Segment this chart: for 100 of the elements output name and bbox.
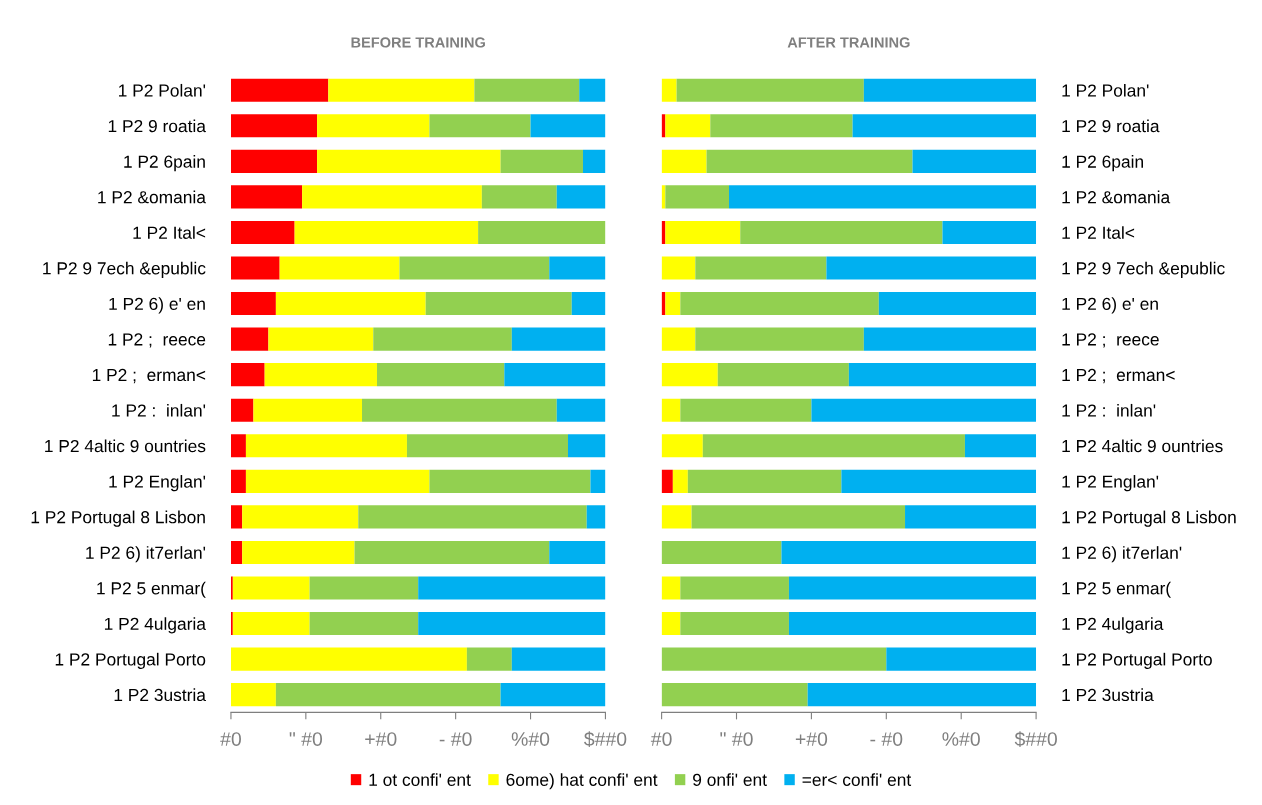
bar: [841, 469, 1037, 493]
bar: [680, 611, 789, 636]
y-tick-label: 1 P2 Portugal Porto: [55, 652, 206, 669]
text: #0: [220, 732, 241, 746]
y-tick-label: 1 P2 9 roatia: [1062, 119, 1160, 133]
bar: [661, 505, 692, 529]
bar: [781, 540, 1037, 564]
bar: [912, 149, 1037, 173]
bar: [230, 220, 295, 244]
bar: [729, 185, 1037, 209]
bar: [474, 78, 580, 102]
bar: [294, 220, 479, 244]
bar: [579, 78, 606, 102]
bar: [418, 576, 606, 600]
text: " #0: [720, 732, 753, 746]
y-tick-label: 1 P2 6pain: [1062, 155, 1143, 172]
y-tick-label: 1 P2 5 enmar(: [1062, 581, 1172, 598]
bar: [230, 398, 254, 422]
bar: [710, 114, 853, 138]
bar: [788, 576, 1037, 600]
legend-label: 1 ot confi' ent: [369, 773, 471, 786]
bar: [706, 149, 913, 173]
y-tick-label: 1 P2 Englan': [1062, 475, 1159, 492]
bar: [672, 469, 688, 493]
y-tick-label: 1 P2 9 7ech &epublic: [1062, 261, 1225, 278]
bar: [362, 398, 557, 422]
bar: [377, 363, 505, 387]
bar: [549, 256, 606, 280]
text: $##0: [584, 731, 627, 748]
y-tick-label: 1 P2 6pain: [124, 155, 205, 172]
y-tick-label: 1 P2 4altic 9 ountries: [45, 439, 206, 453]
bar: [399, 256, 550, 280]
bar: [661, 647, 887, 671]
bar: [232, 576, 310, 600]
bar: [429, 469, 591, 493]
bar: [230, 469, 246, 493]
bar: [852, 114, 1037, 138]
bar: [358, 505, 587, 529]
bar: [317, 149, 501, 173]
bar: [665, 292, 681, 316]
bar: [661, 78, 677, 102]
bar: [691, 505, 906, 529]
bar: [406, 434, 568, 458]
y-tick-label: 1 P2 6) it7erlan': [86, 546, 206, 563]
y-tick-label: 1 P2 Polan': [119, 83, 206, 97]
bar: [230, 114, 318, 138]
bar: [680, 398, 812, 422]
bar: [886, 647, 1037, 671]
bar: [245, 434, 407, 458]
bar: [302, 185, 482, 209]
text: %#0: [511, 732, 550, 746]
bar: [478, 220, 606, 244]
bar: [661, 576, 681, 600]
bar: [567, 434, 606, 458]
y-tick-label: 1 P2 ; erman<: [92, 368, 206, 384]
text: +#0: [795, 732, 828, 746]
bar: [665, 114, 711, 138]
bar: [661, 469, 673, 493]
bar: [253, 398, 363, 422]
y-tick-label: 1 P2 6) it7erlan': [1062, 546, 1182, 563]
bar: [878, 292, 1037, 316]
bar: [702, 434, 965, 458]
y-tick-label: 1 P2 &omania: [98, 190, 206, 204]
bar: [695, 256, 827, 280]
y-tick-label: 1 P2 Portugal Porto: [1062, 652, 1212, 669]
bar: [242, 540, 355, 564]
bar: [328, 78, 475, 102]
bar: [848, 363, 1037, 387]
bar: [230, 363, 265, 387]
bar: [429, 114, 531, 138]
y-tick-label: 1 P2 Portugal 8 Lisbon: [1062, 510, 1236, 527]
y-tick-label: 1 P2 6) e' en: [1062, 297, 1158, 314]
y-tick-label: 1 P2 9 roatia: [108, 119, 206, 133]
text: " #0: [289, 732, 323, 746]
bar: [788, 611, 1037, 636]
y-tick-label: 1 P2 3ustria: [114, 688, 206, 702]
bar: [242, 505, 359, 529]
text: +#0: [365, 732, 397, 746]
legend-label: 6ome) hat confi' ent: [506, 773, 658, 790]
bar: [586, 505, 606, 529]
y-tick-label: 1 P2 6) e' en: [109, 297, 205, 314]
bar: [500, 683, 606, 707]
bar: [373, 327, 512, 351]
y-tick-label: 1 P2 5 enmar(: [97, 581, 206, 598]
y-tick-label: 1 P2 &omania: [1062, 190, 1171, 204]
bar: [661, 363, 718, 387]
y-tick-label: 1 P2 Polan': [1062, 83, 1149, 97]
bar: [309, 576, 419, 600]
legend-label: =er< confi' ent: [802, 773, 912, 786]
bar: [717, 363, 849, 387]
bar: [661, 434, 703, 458]
bar: [590, 469, 606, 493]
bar: [466, 647, 512, 671]
bar: [687, 469, 842, 493]
bar: [418, 611, 606, 636]
bar: [680, 576, 789, 600]
bar: [425, 292, 572, 316]
bar: [964, 434, 1037, 458]
bar: [676, 78, 864, 102]
bar: [230, 683, 276, 707]
